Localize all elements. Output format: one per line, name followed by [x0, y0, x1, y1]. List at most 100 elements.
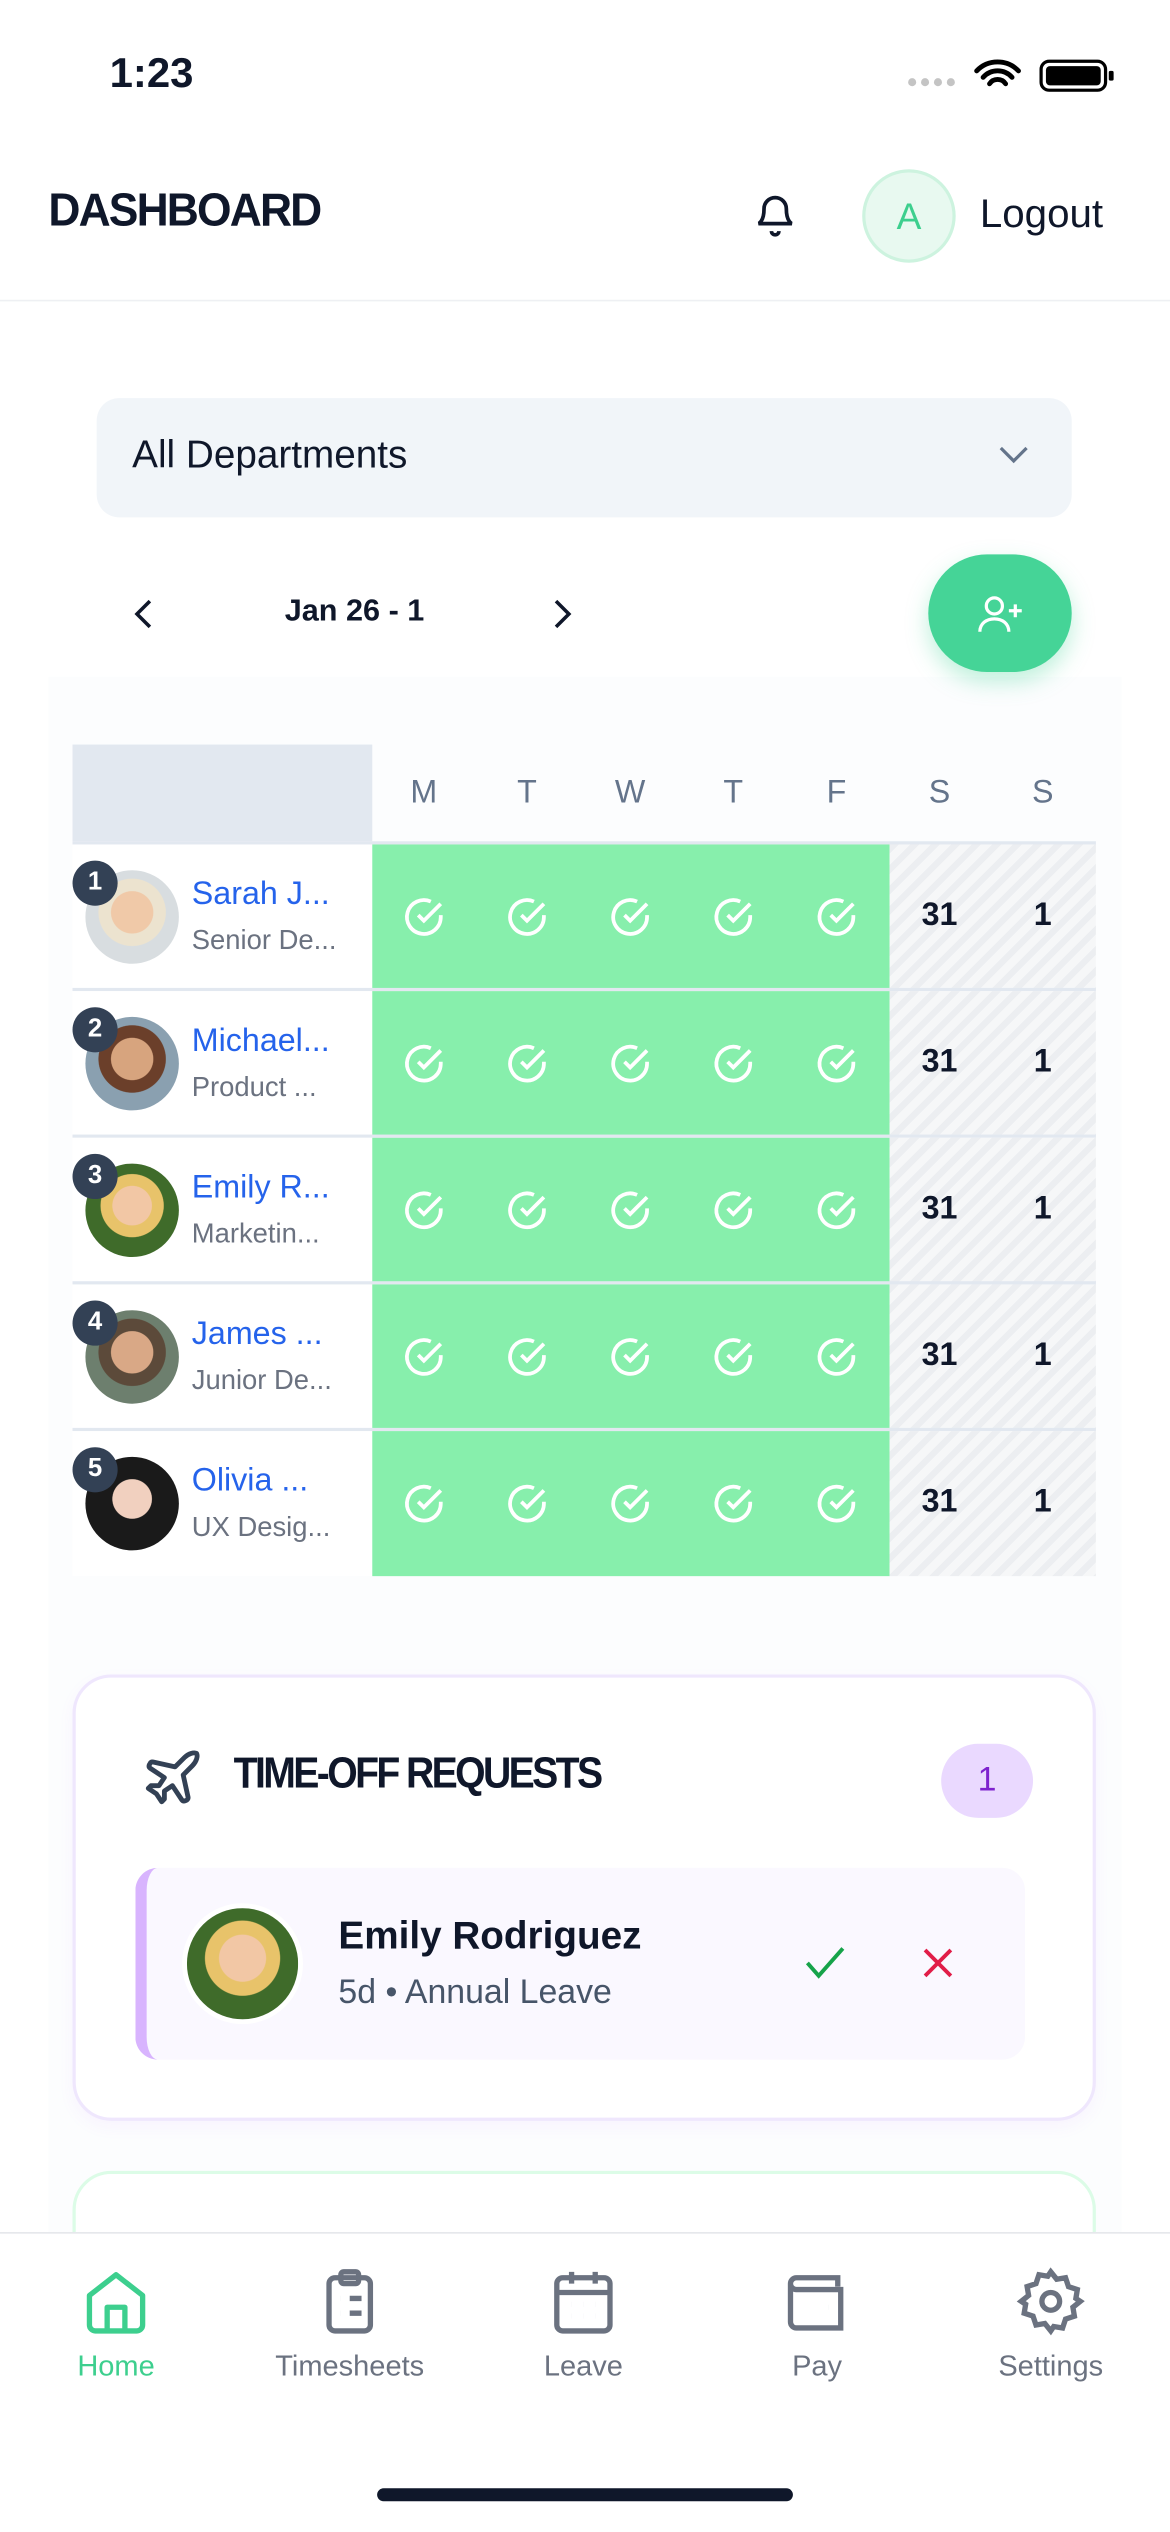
employee-info[interactable]: 3 Emily R... Marketin... — [72, 1137, 373, 1283]
user-avatar[interactable]: A — [862, 169, 956, 263]
workdays-present — [372, 991, 890, 1137]
employee-row[interactable]: 3 Emily R... Marketin... 31 1 — [72, 1134, 1096, 1283]
check-circle-icon[interactable] — [711, 1188, 756, 1233]
check-circle-icon[interactable] — [814, 894, 859, 939]
check-circle-icon[interactable] — [608, 1188, 653, 1233]
check-circle-icon[interactable] — [504, 1334, 549, 1379]
nav-label: Home — [77, 2349, 155, 2382]
check-circle-icon[interactable] — [814, 1041, 859, 1086]
weekend-date[interactable]: 1 — [1033, 1044, 1052, 1080]
weekend-date[interactable]: 31 — [921, 1044, 958, 1080]
add-employee-button[interactable] — [928, 554, 1072, 673]
workdays-present — [372, 1431, 890, 1577]
approve-check-icon[interactable] — [804, 1945, 846, 1980]
prev-week-button[interactable] — [129, 596, 158, 640]
nav-label: Settings — [998, 2349, 1104, 2382]
weekend-cells — [889, 991, 1096, 1137]
check-circle-icon[interactable] — [711, 1481, 756, 1526]
nav-label: Timesheets — [275, 2349, 425, 2382]
employee-name[interactable]: Michael... — [191, 1023, 330, 1059]
reject-x-icon[interactable] — [922, 1947, 954, 1979]
day-header: T — [723, 774, 744, 810]
employee-info[interactable]: 4 James ... Junior De... — [72, 1284, 373, 1430]
check-circle-icon[interactable] — [608, 1334, 653, 1379]
check-circle-icon[interactable] — [608, 894, 653, 939]
rank-badge: 4 — [72, 1300, 118, 1346]
home-icon — [86, 2272, 146, 2334]
home-indicator — [377, 2488, 793, 2502]
next-week-button[interactable] — [548, 596, 577, 640]
rank-badge: 5 — [72, 1447, 118, 1493]
employee-row[interactable]: 5 Olivia ... UX Desig... 31 1 — [72, 1427, 1096, 1577]
weekend-date[interactable]: 1 — [1033, 1337, 1052, 1374]
employee-name[interactable]: Olivia ... — [191, 1463, 309, 1499]
check-circle-icon[interactable] — [504, 894, 549, 939]
nav-label: Leave — [543, 2349, 623, 2382]
card-title: TIME-OFF REQUESTS — [233, 1748, 603, 1797]
check-circle-icon[interactable] — [401, 1188, 446, 1233]
check-circle-icon[interactable] — [504, 1188, 549, 1233]
check-circle-icon[interactable] — [814, 1188, 859, 1233]
nav-leave[interactable]: Leave — [487, 2266, 680, 2384]
weekend-date[interactable]: 31 — [921, 897, 958, 934]
weekend-date[interactable]: 31 — [921, 1190, 958, 1227]
rank-badge: 2 — [72, 1007, 118, 1053]
check-circle-icon[interactable] — [711, 894, 756, 939]
check-circle-icon[interactable] — [504, 1481, 549, 1526]
status-icons — [906, 56, 1116, 92]
employee-info[interactable]: 5 Olivia ... UX Desig... — [72, 1431, 373, 1577]
weekend-date[interactable]: 1 — [1033, 897, 1052, 934]
day-header: S — [928, 774, 951, 810]
chevron-right-icon — [554, 599, 572, 629]
employee-row[interactable]: 2 Michael... Product ... 31 1 — [72, 987, 1096, 1137]
app-header — [0, 142, 1170, 302]
time-off-card: TIME-OFF REQUESTS 1 Emily Rodriguez 5d •… — [72, 1674, 1096, 2121]
clipboard-list-icon — [326, 2269, 374, 2334]
gear-icon — [1016, 2267, 1085, 2336]
employee-row[interactable]: 4 James ... Junior De... 31 1 — [72, 1281, 1096, 1430]
weekend-date[interactable]: 31 — [921, 1337, 958, 1374]
bottom-nav: Home Timesheets Leave Pay Settings — [0, 2232, 1170, 2532]
check-circle-icon[interactable] — [711, 1334, 756, 1379]
logout-button[interactable]: Logout — [979, 191, 1104, 237]
department-select[interactable]: All Departments — [96, 398, 1072, 518]
check-circle-icon[interactable] — [711, 1041, 756, 1086]
check-circle-icon[interactable] — [608, 1041, 653, 1086]
employee-row[interactable]: 1 Sarah J... Senior De... 31 1 — [72, 841, 1096, 990]
check-circle-icon[interactable] — [608, 1481, 653, 1526]
weekend-date[interactable]: 31 — [921, 1484, 958, 1520]
check-circle-icon[interactable] — [401, 894, 446, 939]
header-corner — [72, 744, 373, 842]
nav-settings[interactable]: Settings — [954, 2266, 1147, 2384]
employee-name[interactable]: James ... — [191, 1316, 323, 1353]
request-count-badge: 1 — [941, 1743, 1034, 1818]
department-select-value: All Departments — [132, 433, 408, 478]
weekend-date[interactable]: 1 — [1033, 1484, 1052, 1520]
employee-role: Product ... — [191, 1071, 317, 1103]
nav-pay[interactable]: Pay — [720, 2266, 913, 2384]
check-circle-icon[interactable] — [401, 1334, 446, 1379]
employee-name[interactable]: Emily R... — [191, 1170, 330, 1206]
calendar-icon — [554, 2271, 613, 2334]
workdays-present — [372, 844, 890, 990]
check-circle-icon[interactable] — [401, 1481, 446, 1526]
check-circle-icon[interactable] — [401, 1041, 446, 1086]
employee-name[interactable]: Sarah J... — [191, 876, 330, 913]
check-circle-icon[interactable] — [814, 1481, 859, 1526]
nav-home[interactable]: Home — [19, 2266, 212, 2384]
signal-wifi-battery-icon — [908, 59, 1114, 92]
check-circle-icon[interactable] — [504, 1041, 549, 1086]
day-header: W — [614, 774, 646, 810]
employee-info[interactable]: 2 Michael... Product ... — [72, 991, 373, 1137]
employee-info[interactable]: 1 Sarah J... Senior De... — [72, 844, 373, 990]
check-circle-icon[interactable] — [814, 1334, 859, 1379]
nav-label: Pay — [792, 2349, 843, 2382]
requester-name: Emily Rodriguez — [338, 1914, 642, 1959]
bell-icon[interactable] — [753, 190, 798, 246]
weekend-date[interactable]: 1 — [1033, 1190, 1052, 1227]
wallet-icon — [787, 2275, 844, 2331]
time-off-request-item: Emily Rodriguez 5d • Annual Leave — [135, 1867, 1025, 2060]
nav-timesheets[interactable]: Timesheets — [253, 2266, 446, 2384]
